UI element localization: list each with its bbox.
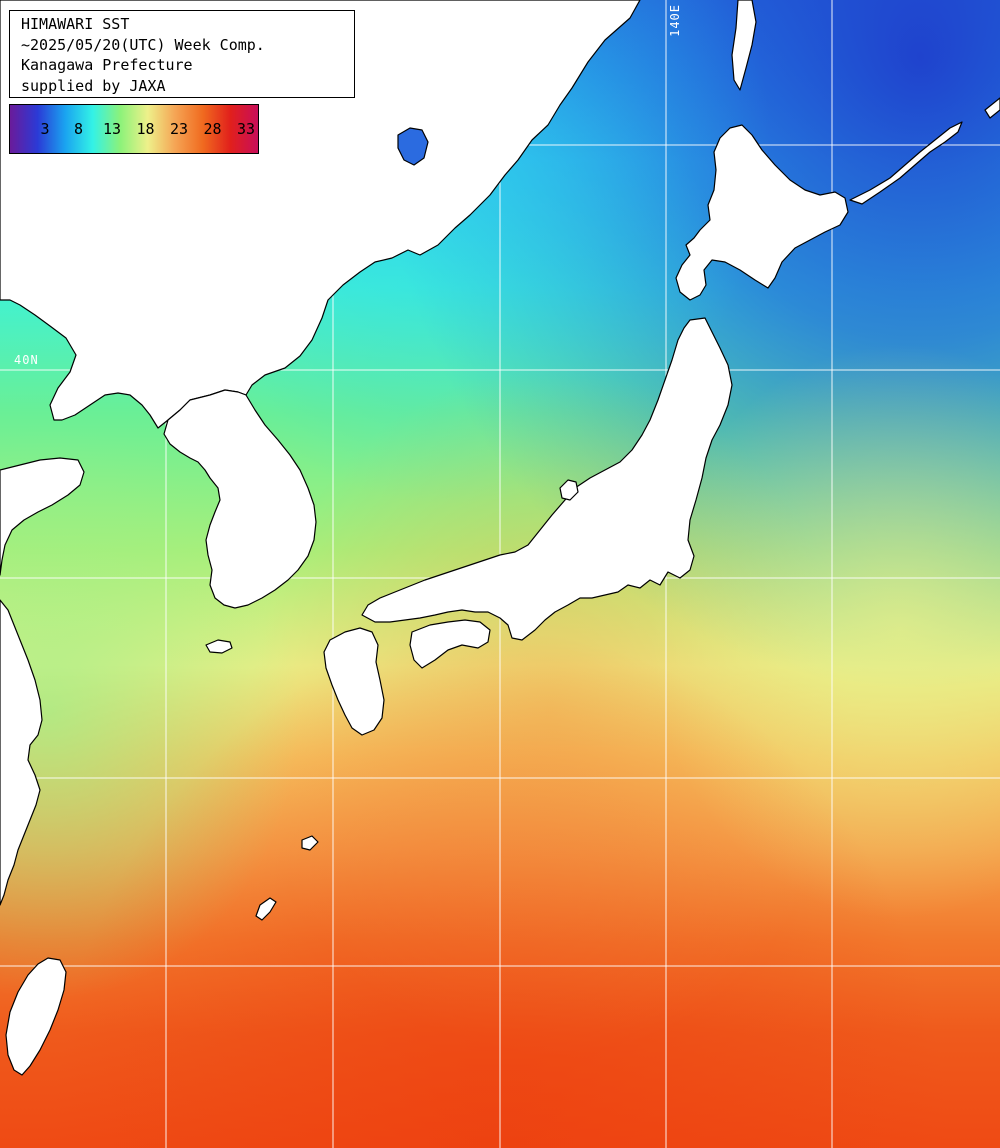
hokkaido-island [675, 124, 849, 301]
kuril-tip [984, 97, 1000, 119]
china-coast [0, 457, 85, 576]
jeju-island [205, 639, 233, 654]
shikoku-island [409, 619, 491, 669]
okinawa-island [255, 897, 277, 921]
longitude-label-140e: 140E [668, 4, 682, 37]
small-lake-island [397, 127, 429, 166]
map-date-range: ~2025/05/20(UTC) Week Comp. [21, 35, 265, 54]
legend-tick-label: 8 [73, 120, 84, 138]
legend-tick-label: 18 [136, 120, 155, 138]
legend-tick-label: 28 [203, 120, 222, 138]
amami-island [301, 835, 319, 851]
legend-tick-label: 23 [169, 120, 189, 138]
map-source: supplied by JAXA [21, 76, 166, 95]
honshu-island [361, 317, 733, 641]
legend-ticks: 3 8 13 18 23 28 33 [10, 105, 258, 153]
legend-tick-label: 3 [40, 120, 50, 138]
china-southeast-coast [0, 599, 43, 906]
temperature-color-legend: 3 8 13 18 23 28 33 [9, 104, 259, 154]
legend-tick-label: 33 [236, 120, 256, 138]
kuril-islands [849, 121, 963, 205]
sado-island [559, 479, 579, 501]
kyushu-island [323, 627, 385, 736]
korean-peninsula [163, 389, 317, 609]
map-info-box: HIMAWARI SST ~2025/05/20(UTC) Week Comp.… [9, 10, 355, 98]
map-title: HIMAWARI SST [21, 15, 130, 33]
latitude-label-40n: 40N [14, 353, 39, 367]
taiwan-island [5, 957, 67, 1076]
sakhalin-island [731, 0, 757, 91]
map-region: Kanagawa Prefecture [21, 56, 193, 74]
legend-tick-label: 13 [102, 120, 122, 138]
